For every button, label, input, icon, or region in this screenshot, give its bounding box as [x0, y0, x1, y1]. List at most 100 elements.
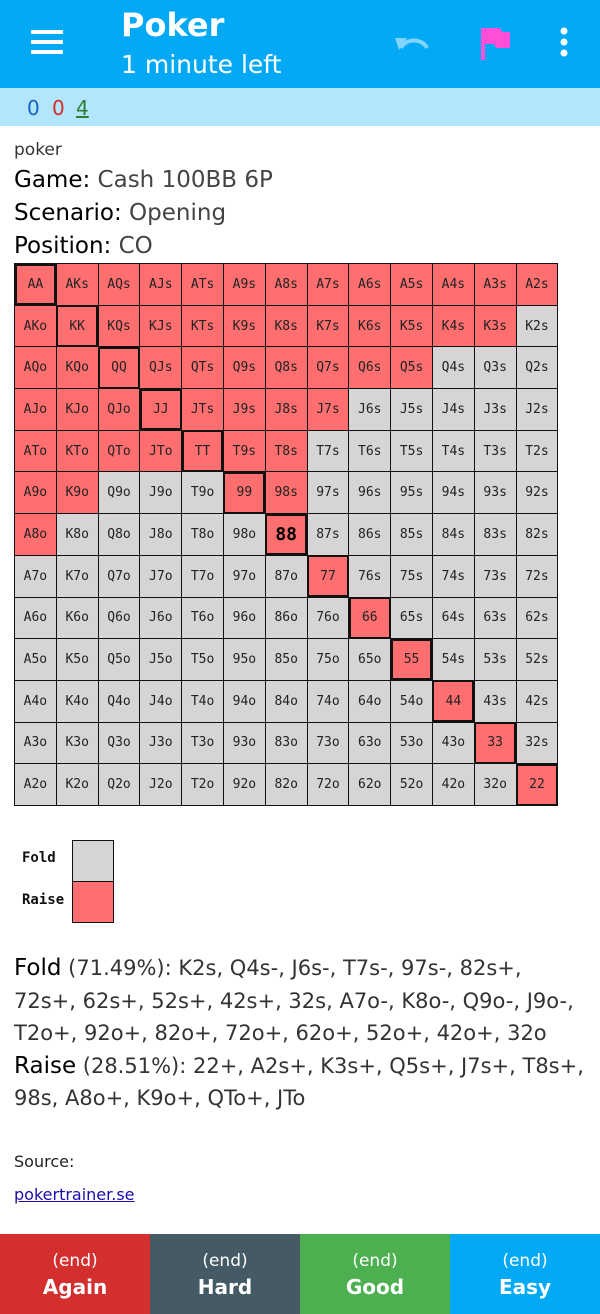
- hand-cell: 52s: [515, 638, 559, 681]
- again-interval: (end): [52, 1251, 98, 1271]
- good-label: Good: [345, 1275, 405, 1299]
- hand-cell: Q5o: [97, 638, 141, 681]
- easy-interval: (end): [502, 1251, 548, 1271]
- hand-cell: K7o: [55, 554, 99, 598]
- hand-cell: J4o: [139, 679, 183, 723]
- scenario-line: Scenario: Opening: [14, 197, 586, 230]
- hand-cell: Q9s: [222, 346, 266, 390]
- hand-cell: T2s: [515, 429, 559, 473]
- hand-cell: K5s: [390, 304, 433, 348]
- flag-icon[interactable]: [478, 24, 512, 62]
- hand-cell: ATo: [14, 429, 57, 473]
- source-link[interactable]: pokertrainer.se: [14, 1185, 135, 1204]
- grid-row: A9o K9o Q9o J9o T9o 99 98s 97s 96s 95s 94s 93s 92s: [14, 471, 559, 515]
- hand-cell: J9s: [222, 388, 266, 431]
- deck-name: poker: [14, 140, 62, 160]
- hand-cell: 83s: [473, 513, 517, 556]
- hand-cell: 44: [431, 679, 475, 723]
- time-left: 1 minute left: [121, 50, 282, 79]
- hand-cell: T8o: [181, 513, 224, 556]
- hand-cell: QQ: [97, 346, 141, 390]
- hand-cell: AJs: [139, 263, 183, 306]
- legend-raise-swatch: [72, 881, 114, 923]
- hand-cell: J8s: [264, 388, 308, 431]
- hand-cell: 82s: [515, 513, 559, 556]
- menu-icon[interactable]: [26, 24, 66, 60]
- hand-cell: 96o: [222, 596, 266, 640]
- hand-cell: A6o: [14, 596, 57, 640]
- easy-button[interactable]: (end) Easy: [450, 1234, 600, 1314]
- grid-row: A8o K8o Q8o J8o T8o 98o 88 87s 86s 85s 84s 83s 82s: [14, 513, 559, 556]
- hand-cell: 85s: [390, 513, 433, 556]
- hand-cell: 92o: [222, 763, 266, 806]
- hand-cell: 96s: [348, 471, 392, 515]
- hand-cell: K6s: [348, 304, 392, 348]
- hand-cell: K9o: [55, 471, 99, 515]
- legend: Fold Raise: [14, 840, 134, 924]
- raise-label: Raise: [14, 1052, 77, 1079]
- hand-cell: T9s: [222, 429, 266, 473]
- hand-cell: J7o: [139, 554, 183, 598]
- hand-cell: A7s: [306, 263, 350, 306]
- hand-cell: 63o: [348, 721, 392, 765]
- learn-count: 0: [52, 96, 65, 120]
- hand-cell: 63s: [473, 596, 517, 640]
- hand-cell: 73o: [306, 721, 350, 765]
- hand-cell: 95s: [390, 471, 433, 515]
- hand-cell: A2s: [515, 263, 559, 306]
- undo-icon[interactable]: [393, 26, 433, 62]
- hand-cell: J5s: [390, 388, 433, 431]
- position-label: Position:: [14, 233, 112, 259]
- hand-cell: T7s: [306, 429, 350, 473]
- grid-row: AJo KJo QJo JJ JTs J9s J8s J7s J6s J5s J4s J3s J2s: [14, 388, 559, 431]
- hand-cell: T8s: [264, 429, 308, 473]
- hand-cell: A8o: [14, 513, 57, 556]
- hand-cell: K8o: [55, 513, 99, 556]
- hard-interval: (end): [202, 1251, 248, 1271]
- hand-cell: QTo: [97, 429, 141, 473]
- hand-cell: AKs: [55, 263, 99, 306]
- fold-label: Fold: [14, 955, 62, 981]
- hand-cell: 55: [390, 638, 433, 681]
- hand-cell: 95o: [222, 638, 266, 681]
- raise-hands: (28.51%): 22+, A2s+, K3s+, Q5s+, J7s+, T…: [14, 1053, 584, 1111]
- hand-cell: T6s: [348, 429, 392, 473]
- hand-cell: K3o: [55, 721, 99, 765]
- hand-cell: 42s: [515, 679, 559, 723]
- hand-cell: T4s: [431, 429, 475, 473]
- hand-cell: 33: [473, 721, 517, 765]
- grid-row: AKo KK KQs KJs KTs K9s K8s K7s K6s K5s K4s K3s K2s: [14, 304, 559, 348]
- source-label: Source:: [14, 1152, 75, 1171]
- hand-cell: Q6o: [97, 596, 141, 640]
- range-explanation: Fold (71.49%): K2s, Q4s-, J6s-, T7s-, 97…: [14, 952, 590, 1115]
- good-button[interactable]: (end) Good: [300, 1234, 450, 1314]
- overflow-menu-icon[interactable]: [550, 24, 578, 64]
- hard-button[interactable]: (end) Hard: [150, 1234, 300, 1314]
- hand-cell: KQo: [55, 346, 99, 390]
- grid-row: AQo KQo QQ QJs QTs Q9s Q8s Q7s Q6s Q5s Q4s Q3s Q2s: [14, 346, 559, 390]
- hand-cell: 74s: [431, 554, 475, 598]
- legend-raise-label: Raise: [22, 892, 65, 908]
- hand-cell: 43o: [431, 721, 475, 765]
- hand-cell: KJs: [139, 304, 183, 348]
- hand-cell: 84s: [431, 513, 475, 556]
- hand-cell: A4o: [14, 679, 57, 723]
- game-line: Game: Cash 100BB 6P: [14, 164, 586, 197]
- page-title: Poker: [121, 6, 225, 44]
- hand-cell: 75o: [306, 638, 350, 681]
- hand-cell: 76o: [306, 596, 350, 640]
- again-button[interactable]: (end) Again: [0, 1234, 150, 1314]
- hand-cell: K7s: [306, 304, 350, 348]
- game-value: Cash 100BB 6P: [97, 167, 273, 193]
- hand-cell: T3o: [181, 721, 224, 765]
- hand-cell: 64o: [348, 679, 392, 723]
- hand-cell: 76s: [348, 554, 392, 598]
- hand-cell: A3s: [473, 263, 517, 306]
- hand-cell: 98o: [222, 513, 266, 556]
- position-value: CO: [118, 233, 153, 259]
- hand-cell: Q2o: [97, 763, 141, 806]
- legend-fold-swatch: [72, 840, 114, 882]
- hand-cell: J9o: [139, 471, 183, 515]
- hand-cell: JJ: [139, 388, 183, 431]
- hand-cell: K2s: [515, 304, 559, 348]
